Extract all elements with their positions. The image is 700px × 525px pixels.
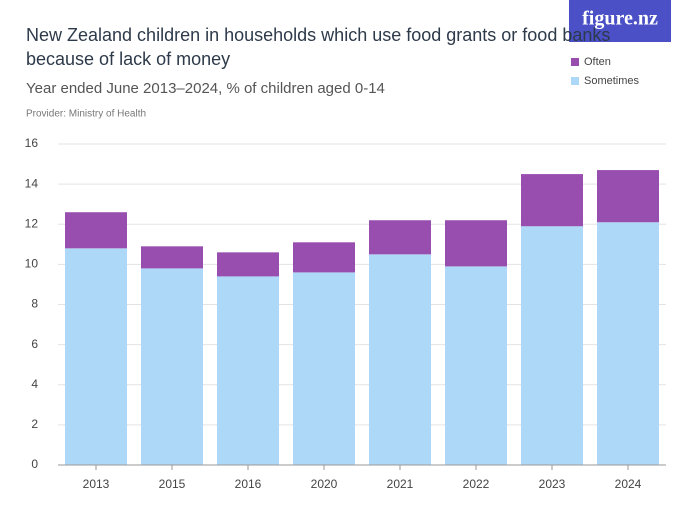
y-tick-label: 6 [31, 337, 38, 351]
y-tick-label: 4 [31, 377, 38, 391]
bar-segment [597, 170, 659, 223]
x-tick-label: 2020 [311, 477, 338, 491]
bar-segment [369, 220, 431, 255]
x-tick-label: 2023 [539, 477, 566, 491]
bar-segment [141, 246, 203, 269]
y-tick-label: 8 [31, 297, 38, 311]
y-tick-label: 0 [31, 457, 38, 471]
legend-label: Sometimes [584, 75, 640, 87]
bar-segment [521, 174, 583, 227]
x-tick-label: 2021 [387, 477, 414, 491]
y-tick-label: 16 [25, 136, 39, 150]
bar-segment [445, 220, 507, 267]
logo: figure.nz [582, 8, 658, 30]
bar-segment [293, 242, 355, 273]
legend-swatch [571, 77, 579, 85]
x-tick-label: 2024 [615, 477, 642, 491]
y-tick-label: 12 [25, 216, 39, 230]
bar-segment [217, 252, 279, 277]
x-tick-label: 2016 [235, 477, 262, 491]
y-tick-label: 10 [25, 257, 39, 271]
x-tick-label: 2013 [83, 477, 110, 491]
y-tick-label: 2 [31, 417, 38, 431]
x-tick-label: 2015 [159, 477, 186, 491]
source: Provider: Ministry of Health [26, 109, 146, 120]
bar-segment [597, 222, 659, 465]
chart-title: New Zealand children in households which… [26, 25, 610, 69]
logo-box [569, 0, 671, 42]
bar-segment [293, 272, 355, 465]
bar-segment [65, 248, 127, 465]
bar-segment [369, 254, 431, 465]
bar-segment [521, 226, 583, 465]
bar-segment [445, 266, 507, 465]
legend-label: Often [584, 56, 611, 68]
legend-swatch [571, 58, 579, 66]
bar-segment [217, 276, 279, 465]
bar-segment [141, 268, 203, 465]
chart-subtitle: Year ended June 2013–2024, % of children… [26, 80, 385, 97]
x-tick-label: 2022 [463, 477, 490, 491]
y-tick-label: 14 [25, 176, 39, 190]
bar-segment [65, 212, 127, 249]
